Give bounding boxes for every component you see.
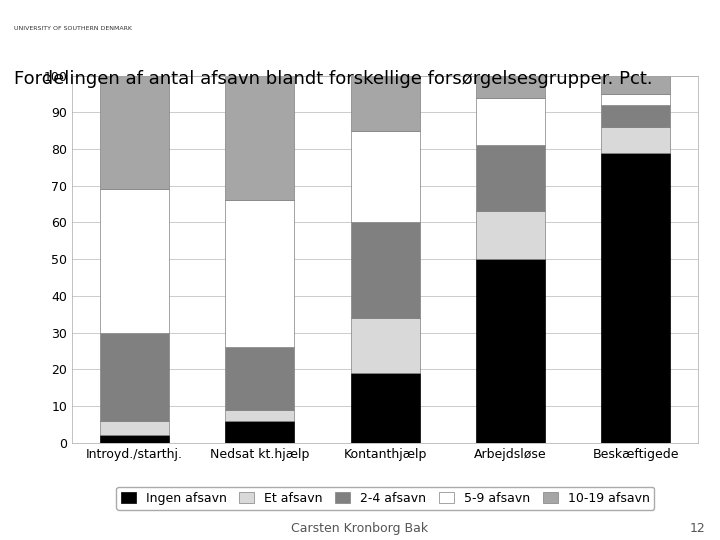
- Legend: Ingen afsavn, Et afsavn, 2-4 afsavn, 5-9 afsavn, 10-19 afsavn: Ingen afsavn, Et afsavn, 2-4 afsavn, 5-9…: [116, 487, 654, 510]
- Bar: [100, 76, 169, 190]
- Text: The Faculty of Health Sciences: The Faculty of Health Sciences: [442, 17, 706, 32]
- Bar: [100, 421, 169, 435]
- Bar: [601, 153, 670, 443]
- Text: Fordelingen af antal afsavn blandt forskellige forsørgelsesgrupper. Pct.: Fordelingen af antal afsavn blandt forsk…: [14, 70, 653, 88]
- Text: Carsten Kronborg Bak: Carsten Kronborg Bak: [292, 522, 428, 535]
- Bar: [100, 435, 169, 443]
- Bar: [100, 333, 169, 421]
- Bar: [601, 127, 670, 153]
- Bar: [476, 76, 545, 98]
- Bar: [225, 421, 294, 443]
- Bar: [601, 94, 670, 105]
- Bar: [476, 212, 545, 259]
- Bar: [225, 410, 294, 421]
- Text: UNIVERSITY OF SOUTHERN DENMARK: UNIVERSITY OF SOUTHERN DENMARK: [14, 26, 132, 31]
- Bar: [476, 98, 545, 145]
- Bar: [225, 200, 294, 347]
- Bar: [351, 76, 420, 131]
- Bar: [351, 318, 420, 373]
- Bar: [225, 347, 294, 410]
- Bar: [351, 373, 420, 443]
- Bar: [601, 76, 670, 94]
- Bar: [225, 76, 294, 200]
- Bar: [601, 105, 670, 127]
- Bar: [100, 190, 169, 333]
- Text: 12: 12: [690, 522, 706, 535]
- Bar: [351, 222, 420, 318]
- Bar: [476, 145, 545, 212]
- Bar: [351, 131, 420, 222]
- Bar: [476, 259, 545, 443]
